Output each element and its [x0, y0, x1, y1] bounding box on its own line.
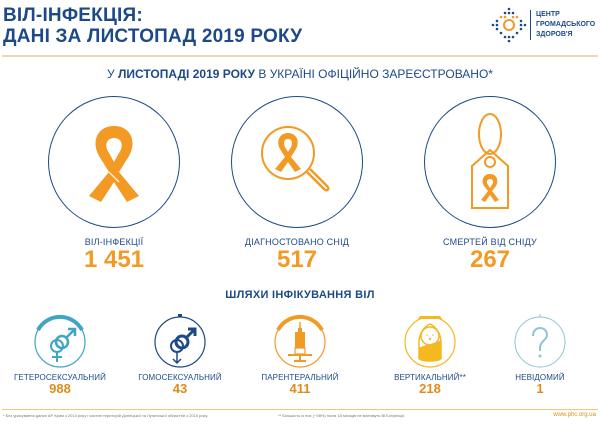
footnote-1: * Без урахування даних АР Крим з 2014 ро…: [3, 413, 209, 418]
logo-line-3: ЗДОРОВ'Я: [536, 31, 573, 38]
logo-divider: [530, 10, 531, 40]
route-label: ПАРЕНТЕРАЛЬНИЙ: [261, 373, 339, 382]
stat-aids-deaths: СМЕРТЕЙ ВІД СНІДУ 267: [420, 96, 560, 273]
route-icon-wrap: [270, 310, 330, 370]
header-divider: [2, 55, 598, 57]
male-female-symbol-icon: [34, 314, 86, 368]
route-homosexual: ГОМОСЕКСУАЛЬНИЙ 43: [125, 310, 235, 396]
route-value: 988: [49, 381, 71, 396]
stat-value: 1 451: [83, 246, 145, 273]
subtitle: У ЛИСТОПАДІ 2019 РОКУ В УКРАЇНІ ОФІЦІЙНО…: [0, 67, 600, 81]
subtitle-bold: ЛИСТОПАДІ 2019 РОКУ: [117, 67, 256, 81]
page-title: ВІЛ-ІНФЕКЦІЯ: ДАНІ ЗА ЛИСТОПАД 2019 РОКУ: [3, 5, 302, 47]
awareness-ribbon-icon: [89, 126, 139, 202]
stat-value: 267: [469, 246, 511, 273]
logo-line-2: ГРОМАДСЬКОГО: [536, 21, 596, 28]
stat-circle: [424, 96, 556, 228]
route-heterosexual: ГЕТЕРОСЕКСУАЛЬНИЙ 988: [5, 310, 115, 396]
question-mark-icon: [514, 314, 566, 368]
route-icon-wrap: [30, 310, 90, 370]
route-icon-wrap: [150, 310, 210, 370]
route-icon-wrap: [400, 310, 460, 370]
route-label: ГЕТЕРОСЕКСУАЛЬНИЙ: [13, 373, 106, 382]
title-line-1: ВІЛ-ІНФЕКЦІЯ:: [3, 5, 143, 26]
stat-aids-diagnosed: ДІАГНОСТОВАНО СНІД 517: [227, 96, 367, 273]
route-parenteral: ПАРЕНТЕРАЛЬНИЙ 411: [245, 310, 355, 396]
syringe-icon: [274, 314, 326, 368]
route-value: 43: [172, 381, 188, 396]
stat-label: СМЕРТЕЙ ВІД СНІДУ: [443, 237, 537, 247]
route-label: ВЕРТИКАЛЬНИЙ**: [394, 373, 466, 382]
stat-circle: [231, 96, 363, 228]
logo-line-1: ЦЕНТР: [536, 11, 560, 18]
phc-logo[interactable]: ЦЕНТР ГРОМАДСЬКОГО ЗДОРОВ'Я: [490, 5, 600, 45]
route-value: 1: [536, 381, 544, 396]
route-label: НЕВІДОМИЙ: [515, 373, 565, 382]
stat-circle: [48, 96, 180, 228]
male-male-symbol-icon: [154, 314, 206, 368]
swaddled-baby-icon: [404, 316, 456, 368]
route-vertical: ВЕРТИКАЛЬНИЙ** 218: [375, 310, 485, 396]
stat-hiv-infections: ВІЛ-ІНФЕКЦІЇ 1 451: [44, 96, 184, 273]
route-value: 218: [419, 381, 441, 396]
stat-label: ВІЛ-ІНФЕКЦІЇ: [84, 237, 144, 247]
route-label: ГОМОСЕКСУАЛЬНИЙ: [138, 373, 222, 382]
route-unknown: НЕВІДОМИЙ 1: [485, 310, 595, 396]
route-value: 411: [289, 381, 311, 396]
phc-dots-logo-icon: [491, 7, 527, 43]
logo-text: ЦЕНТР ГРОМАДСЬКОГО ЗДОРОВ'Я: [536, 10, 595, 40]
magnifier-ribbon-icon: [261, 126, 330, 192]
footer-divider: [2, 409, 598, 410]
footnote-2: ** Більшість із них (~98%) після 18 міся…: [278, 413, 406, 418]
route-icon-wrap: [510, 310, 570, 370]
subtitle-part-2: В УКРАЇНІ ОФІЦІЙНО ЗАРЕЄСТРОВАНО*: [255, 67, 493, 81]
stat-value: 517: [276, 246, 318, 273]
title-line-2: ДАНІ ЗА ЛИСТОПАД 2019 РОКУ: [3, 26, 303, 47]
website-link[interactable]: www.phc.org.ua: [553, 412, 596, 418]
routes-title: ШЛЯХИ ІНФІКУВАННЯ ВІЛ: [225, 289, 375, 301]
stat-label: ДІАГНОСТОВАНО СНІД: [244, 237, 350, 247]
tag-ribbon-icon: [471, 113, 509, 209]
subtitle-part-1: У: [107, 67, 118, 81]
